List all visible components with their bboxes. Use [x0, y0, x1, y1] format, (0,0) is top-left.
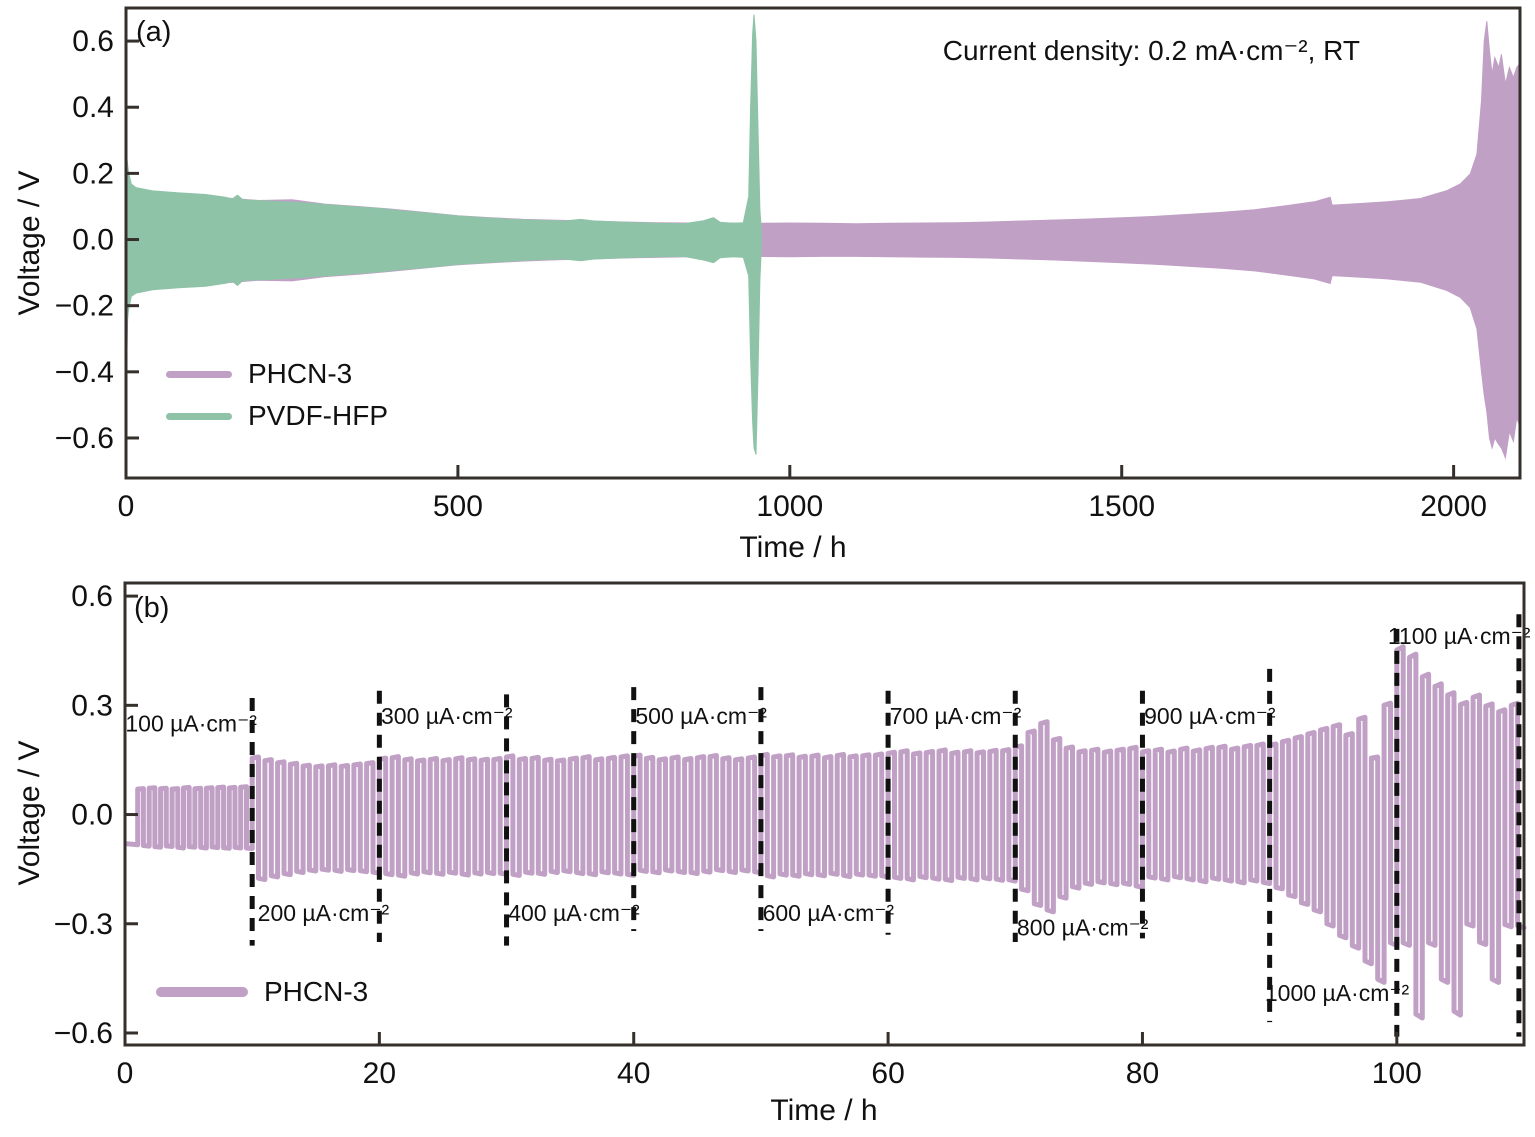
step-label-400: 400 µA·cm⁻²: [508, 900, 640, 926]
panel-a-legend: PHCN-3 PVDF-HFP: [166, 358, 388, 432]
step-label-1000: 1000 µA·cm⁻²: [1265, 980, 1410, 1006]
phcn3-line-swatch: [166, 370, 232, 378]
panel-b-y-tick-label: −0.6: [54, 1017, 113, 1050]
legend-item-pvdfhfp: PVDF-HFP: [166, 400, 388, 432]
panel-a-y-tick-label: 0.4: [72, 91, 114, 124]
legend-label-phcn3: PHCN-3: [248, 358, 353, 389]
panel-a-x-tick-label: 2000: [1420, 490, 1487, 523]
panel-a-y-tick-label: −0.6: [55, 422, 114, 455]
step-label-800: 800 µA·cm⁻²: [1017, 914, 1149, 940]
panel-a-x-axis-title: Time / h: [739, 531, 847, 564]
panel-a-x-tick-label: 1000: [756, 490, 823, 523]
legend-item-phcn3: PHCN-3: [166, 358, 388, 390]
panel-a-letter: (a): [136, 16, 172, 48]
step-label-100: 100 µA·cm⁻²: [125, 711, 257, 737]
legend-label-phcn3-b: PHCN-3: [264, 976, 369, 1007]
panel-b-x-tick-label: 0: [117, 1057, 134, 1090]
step-label-1100: 1100 µA·cm⁻²: [1388, 623, 1531, 649]
panel-b-x-tick-label: 20: [363, 1057, 396, 1090]
step-label-900: 900 µA·cm⁻²: [1144, 703, 1276, 729]
panel-a-annotation: Current density: 0.2 mA·cm⁻², RT: [942, 35, 1360, 66]
step-label-700: 700 µA·cm⁻²: [890, 703, 1022, 729]
panel-a-x-tick-label: 500: [433, 490, 483, 523]
panel-b-y-axis-title: Voltage / V: [13, 740, 46, 886]
step-label-300: 300 µA·cm⁻²: [381, 703, 513, 729]
panel-b-x-tick-label: 100: [1372, 1057, 1422, 1090]
panel-a-y-tick-label: 0.6: [72, 25, 114, 58]
panel-a-y-tick-label: −0.2: [55, 290, 114, 323]
panel-a-y-tick-label: −0.4: [55, 356, 114, 389]
panel-b-x-tick-label: 40: [617, 1057, 650, 1090]
panel-b-x-tick-label: 60: [871, 1057, 904, 1090]
phcn3-line-swatch-b: [156, 987, 248, 997]
panel-a-axis-box: [124, 6, 1522, 480]
legend-item-phcn3-b: PHCN-3: [156, 976, 368, 1008]
panel-b-x-tick-label: 80: [1126, 1057, 1159, 1090]
panel-b-x-axis-title: Time / h: [770, 1094, 878, 1127]
series-area-pvdf-hfp: [125, 14, 762, 455]
panel-a-y-tick-label: 0.2: [72, 157, 114, 190]
panel-b-y-tick-label: 0.6: [71, 580, 113, 613]
panel-b-y-tick-label: −0.3: [54, 908, 113, 941]
legend-label-pvdfhfp: PVDF-HFP: [248, 400, 388, 431]
panel-b-legend: PHCN-3: [156, 976, 368, 1008]
pvdfhfp-line-swatch: [166, 412, 232, 420]
panel-b-y-tick-label: 0.0: [71, 799, 113, 832]
step-label-500: 500 µA·cm⁻²: [635, 703, 767, 729]
panel-a-y-tick-label: 0.0: [72, 224, 114, 257]
panel-b-y-tick-label: 0.3: [71, 689, 113, 722]
series-line-phcn-3: [123, 644, 1527, 1021]
step-label-200: 200 µA·cm⁻²: [258, 900, 390, 926]
step-label-600: 600 µA·cm⁻²: [763, 900, 895, 926]
panel-a-y-axis-title: Voltage / V: [13, 170, 46, 316]
panel-a-x-tick-label: 1500: [1088, 490, 1155, 523]
panel-a-x-tick-label: 0: [118, 490, 135, 523]
panel-b-letter: (b): [134, 592, 170, 624]
